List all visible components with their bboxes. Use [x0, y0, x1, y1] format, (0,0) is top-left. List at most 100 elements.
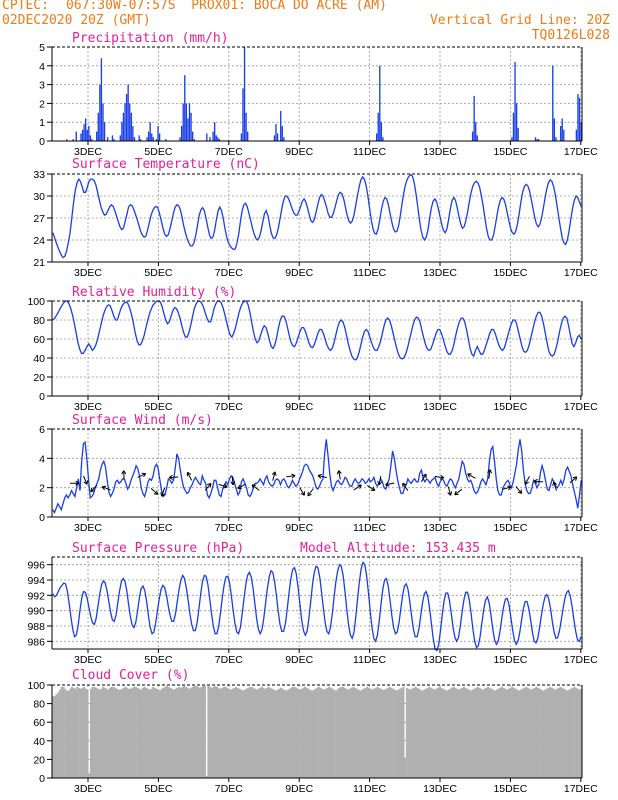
y-tick-label: 33 [33, 169, 45, 181]
cloud-bar [210, 687, 213, 778]
wind-arrow-head [454, 490, 459, 496]
meteogram-header: CPTEC: 067:30W-07:57S PROX01: BOCA DO AC… [0, 0, 618, 48]
cloud-bar [333, 689, 336, 778]
precip-bar [88, 125, 90, 141]
y-tick-label: 996 [27, 560, 45, 572]
cloud-bar [250, 686, 253, 778]
cloud-bar [195, 685, 198, 778]
cloud-bar [423, 689, 426, 778]
cloud-bar [449, 688, 452, 778]
x-tick-label: 11DEC [353, 783, 386, 795]
cloud-bar [317, 686, 320, 778]
cloud-bar [537, 687, 540, 778]
wind-arrow [434, 475, 444, 479]
cloud-bar [323, 689, 326, 778]
cloud-bar [571, 687, 574, 778]
cloud-bar [407, 688, 410, 778]
precip-bar [125, 94, 128, 141]
cloud-bar [288, 688, 291, 778]
cloud-bar [67, 690, 70, 778]
cloud-bar [93, 686, 96, 778]
cloud-bar [295, 687, 298, 778]
cloud-bar [53, 696, 56, 778]
series-line [52, 439, 582, 515]
precip-bar [191, 131, 194, 141]
cloud-bar [457, 689, 460, 778]
precip-bar [209, 137, 211, 141]
y-tick-label: 4 [39, 453, 45, 465]
x-tick-label: 7DEC [215, 267, 243, 279]
cloud-bar [436, 687, 440, 778]
cloud-bar [65, 690, 68, 778]
precip-bar [212, 131, 214, 141]
cloud-bar [411, 688, 414, 778]
series-line [52, 300, 582, 361]
cloud-bar [535, 686, 538, 778]
cloud-bar [414, 686, 417, 778]
cloud-bar [335, 690, 338, 778]
cloud-bar [86, 689, 89, 778]
cloud-bar [110, 686, 113, 778]
wind-arrow-head [141, 472, 147, 478]
cloud-bar [159, 690, 162, 778]
cloud-bar [466, 688, 469, 778]
wind-arrow [237, 483, 246, 489]
series-line [52, 561, 582, 652]
cloud-bar [361, 689, 364, 778]
cloud-bar [84, 688, 87, 778]
wind-arrow [231, 475, 234, 485]
cloud-bar [383, 689, 386, 778]
x-tick-label: 13DEC [423, 783, 457, 795]
precip-bar [132, 125, 134, 141]
y-tick-label: 2 [39, 98, 45, 110]
cloud-bar [338, 687, 341, 778]
x-tick-label: 11DEC [353, 401, 386, 413]
precip-bar [133, 137, 136, 141]
cloud-bar [262, 687, 265, 778]
cloud-bar [133, 686, 136, 778]
cloud-bar [404, 757, 407, 778]
cloud-bar [95, 687, 98, 778]
cloud-bar [431, 688, 434, 778]
precip-bar [517, 127, 519, 141]
x-tick-label: 15DEC [493, 401, 527, 413]
cloud-bar [83, 686, 86, 778]
cloud-bar [269, 687, 272, 778]
cloud-bar [267, 686, 270, 778]
cloud-bar [395, 690, 398, 778]
cloud-bar [103, 687, 106, 778]
precip-bar [217, 137, 219, 141]
cloud-bar [507, 688, 510, 778]
x-tick-label: 9DEC [285, 267, 313, 279]
wind-arrow [385, 482, 395, 486]
wind-arrow [204, 483, 212, 491]
cloud-bar [79, 688, 82, 778]
cloud-bar [127, 688, 130, 778]
precip-bar [375, 133, 378, 141]
cloud-bar [514, 688, 517, 778]
cloud-bar [440, 687, 443, 778]
cloud-bar [255, 689, 258, 778]
cloud-bar [108, 687, 111, 778]
precip-bar [130, 112, 132, 141]
panel-0: 0 1 2 3 4 5 3DEC 5DEC 7DEC 9DEC 11DEC 13DEC 15DEC 17D… [39, 31, 598, 158]
precip-bar [515, 103, 518, 141]
x-tick-label: 13DEC [423, 654, 457, 666]
datetime-label: 02DEC2020 20Z (GMT) [2, 13, 151, 28]
cloud-bar [200, 686, 203, 778]
x-tick-label: 9DEC [285, 783, 313, 795]
cloud-bar [471, 689, 474, 778]
cloud-bar [172, 689, 175, 778]
cloud-bar [530, 689, 533, 778]
cloud-bar [121, 688, 124, 778]
cloud-bar [362, 688, 365, 778]
precip-bar [165, 139, 167, 141]
x-tick-label: 13DEC [423, 522, 457, 534]
cloud-bar [438, 686, 441, 778]
x-tick-label: 5DEC [144, 146, 172, 158]
cloud-bar [298, 689, 301, 778]
cloud-bar [319, 687, 322, 778]
cloud-bar [390, 687, 393, 778]
precip-bar [96, 131, 98, 141]
x-tick-label: 17DEC [564, 267, 598, 279]
